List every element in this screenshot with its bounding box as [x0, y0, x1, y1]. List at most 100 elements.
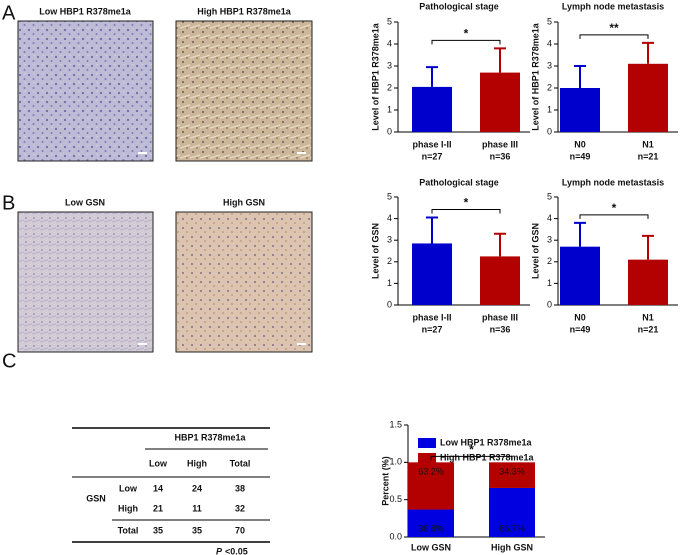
chart-title: Pathological stage: [419, 177, 499, 187]
significance: *: [464, 196, 469, 210]
y-tick-label: 1: [547, 104, 552, 114]
ihc-image: [17, 20, 154, 162]
significance-bracket: [430, 455, 513, 461]
y-tick-label: 1: [387, 104, 392, 114]
table-cell: 11: [192, 503, 202, 513]
n-label: n=49: [570, 151, 591, 161]
error-bar: [494, 47, 506, 73]
bar: [480, 256, 520, 305]
y-tick-label: 3: [387, 60, 392, 70]
significance: *: [469, 443, 474, 457]
row-label: Low: [119, 483, 138, 493]
error-bar: [574, 65, 586, 88]
value-label: 65.7%: [499, 523, 525, 533]
image-label: High HBP1 R378me1a: [197, 6, 292, 16]
y-tick-label: 4: [547, 213, 552, 223]
y-tick-label: 2: [387, 256, 392, 266]
footnote: <0.05: [225, 546, 248, 555]
error-bar: [426, 216, 438, 244]
legend-label: Low HBP1 R378me1a: [440, 437, 533, 447]
bar-segment: [408, 462, 454, 510]
significance-bracket: [579, 214, 649, 219]
n-label: n=49: [570, 324, 591, 334]
x-tick-label: N1: [642, 312, 654, 322]
y-tick-label: 0: [387, 126, 392, 136]
error-bar: [426, 66, 438, 87]
significance-bracket: [431, 39, 501, 45]
value-label: 63.2%: [418, 467, 444, 477]
error-bar: [574, 221, 586, 247]
x-tick-label: High GSN: [491, 542, 533, 552]
y-tick-label: 5: [547, 191, 552, 201]
y-tick-label: 0: [547, 299, 552, 309]
n-label: n=27: [422, 324, 443, 334]
y-axis-label: Level of GSN: [370, 223, 380, 279]
y-axis-label: Percent (%): [380, 456, 390, 506]
y-tick-label: 1: [387, 278, 392, 288]
error-bar: [494, 232, 506, 257]
n-label: n=21: [638, 151, 659, 161]
scale-bars: [138, 152, 306, 345]
panel-label: A: [2, 2, 16, 24]
error-bar: [642, 234, 654, 260]
table-cell: 70: [235, 525, 245, 535]
chart-title: Lymph node metastasis: [562, 177, 664, 187]
panel-label: C: [2, 350, 16, 372]
y-tick-label: 2: [387, 82, 392, 92]
table-cell: 14: [153, 483, 163, 493]
y-tick-label: 5: [547, 16, 552, 26]
value-label: 34.3%: [499, 467, 525, 477]
legend-label: High HBP1 R378me1a: [440, 452, 535, 462]
panel-label: B: [2, 192, 15, 214]
x-tick-label: phase I-II: [412, 312, 451, 322]
legend-swatch: [418, 453, 436, 463]
y-axis-label: Level of HBP1 R378me1a: [530, 22, 540, 131]
x-tick-label: N1: [642, 139, 654, 149]
y-tick-label: 1.5: [389, 419, 402, 429]
y-tick-label: 0: [547, 126, 552, 136]
image-label: Low HBP1 R378me1a: [39, 6, 132, 16]
ihc-image: [17, 211, 154, 353]
bar-segment: [489, 487, 535, 537]
bar: [560, 246, 600, 305]
y-tick-label: 1.0: [389, 457, 402, 467]
y-tick-label: 4: [387, 38, 392, 48]
y-tick-label: 2: [547, 82, 552, 92]
y-tick-label: 0.5: [389, 494, 402, 504]
y-tick-label: 0.0: [389, 531, 402, 541]
bar: [412, 243, 452, 305]
significance: *: [464, 27, 469, 41]
y-tick-label: 4: [547, 38, 552, 48]
chart-title: Lymph node metastasis: [562, 1, 664, 11]
column-header: Total: [230, 458, 251, 468]
error-bar: [642, 41, 654, 64]
chart-title: Pathological stage: [419, 1, 499, 11]
column-header: High: [187, 458, 207, 468]
bar-segment: [408, 509, 454, 537]
y-tick-label: 5: [387, 191, 392, 201]
n-label: n=36: [490, 324, 511, 334]
table-cell: 21: [153, 503, 163, 513]
bar: [560, 88, 600, 132]
y-axis-label: Level of HBP1 R378me1a: [370, 22, 380, 131]
n-label: n=21: [638, 324, 659, 334]
table-cell: 24: [192, 483, 202, 493]
bar: [412, 86, 452, 132]
bar: [628, 259, 668, 305]
table-header: HBP1 R378me1a: [174, 432, 246, 442]
y-axis-label: Level of GSN: [530, 223, 540, 279]
x-tick-label: phase I-II: [412, 139, 451, 149]
y-tick-label: 0: [387, 299, 392, 309]
table-cell: 32: [235, 503, 245, 513]
n-label: n=27: [422, 151, 443, 161]
ihc-image: [175, 20, 313, 162]
y-tick-label: 5: [387, 16, 392, 26]
row-group: GSN: [86, 493, 106, 503]
row-label: High: [118, 503, 138, 513]
legend-swatch: [418, 438, 436, 448]
significance-bracket: [431, 209, 501, 214]
table-cell: 35: [153, 525, 163, 535]
table-cell: 35: [192, 525, 202, 535]
y-tick-label: 3: [547, 235, 552, 245]
